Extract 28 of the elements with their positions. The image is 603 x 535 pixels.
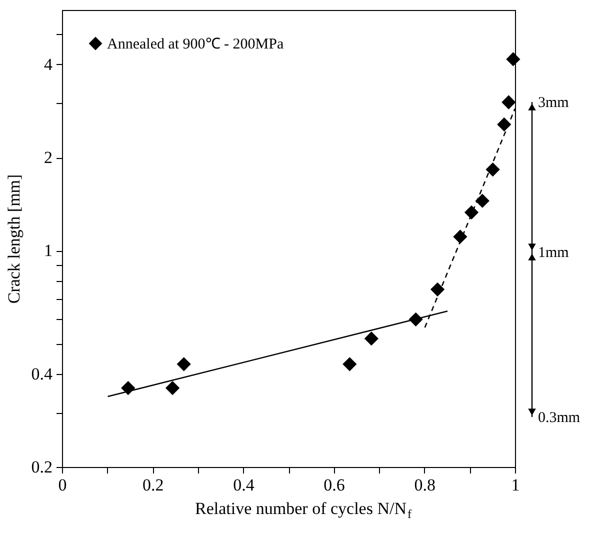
y-axis-title: Crack length [mm]: [4, 174, 24, 304]
y-tick-label: 1: [44, 241, 52, 260]
y-tick-label: 0.2: [31, 458, 52, 476]
y-tick-label: 0.4: [31, 364, 53, 384]
x-tick-label: 0.4: [233, 476, 255, 494]
point: [497, 117, 512, 132]
point: [342, 357, 357, 372]
x-tick-label: 0.6: [324, 476, 345, 494]
text: 1mm: [538, 245, 570, 261]
x-tick-label: 0.2: [142, 476, 164, 494]
point: [464, 205, 479, 220]
x-tick-label: 1: [511, 476, 520, 494]
text: 3mm: [538, 95, 570, 111]
point: [430, 282, 445, 296]
x-tick-label: 0: [58, 476, 67, 494]
x-tick-label: 0.8: [414, 476, 436, 494]
text: 0.3mm: [538, 410, 580, 426]
point: [165, 380, 180, 396]
y-tick-label: 4: [44, 54, 53, 74]
point: [176, 357, 191, 372]
y-tick-label: 2: [44, 148, 52, 168]
point: [486, 162, 500, 177]
legend-label: Annealed at 900℃ - 200MPa: [107, 36, 284, 52]
point: [364, 332, 378, 346]
point: [453, 230, 468, 244]
point: [502, 95, 516, 110]
point: [506, 52, 520, 66]
point: [475, 194, 490, 208]
